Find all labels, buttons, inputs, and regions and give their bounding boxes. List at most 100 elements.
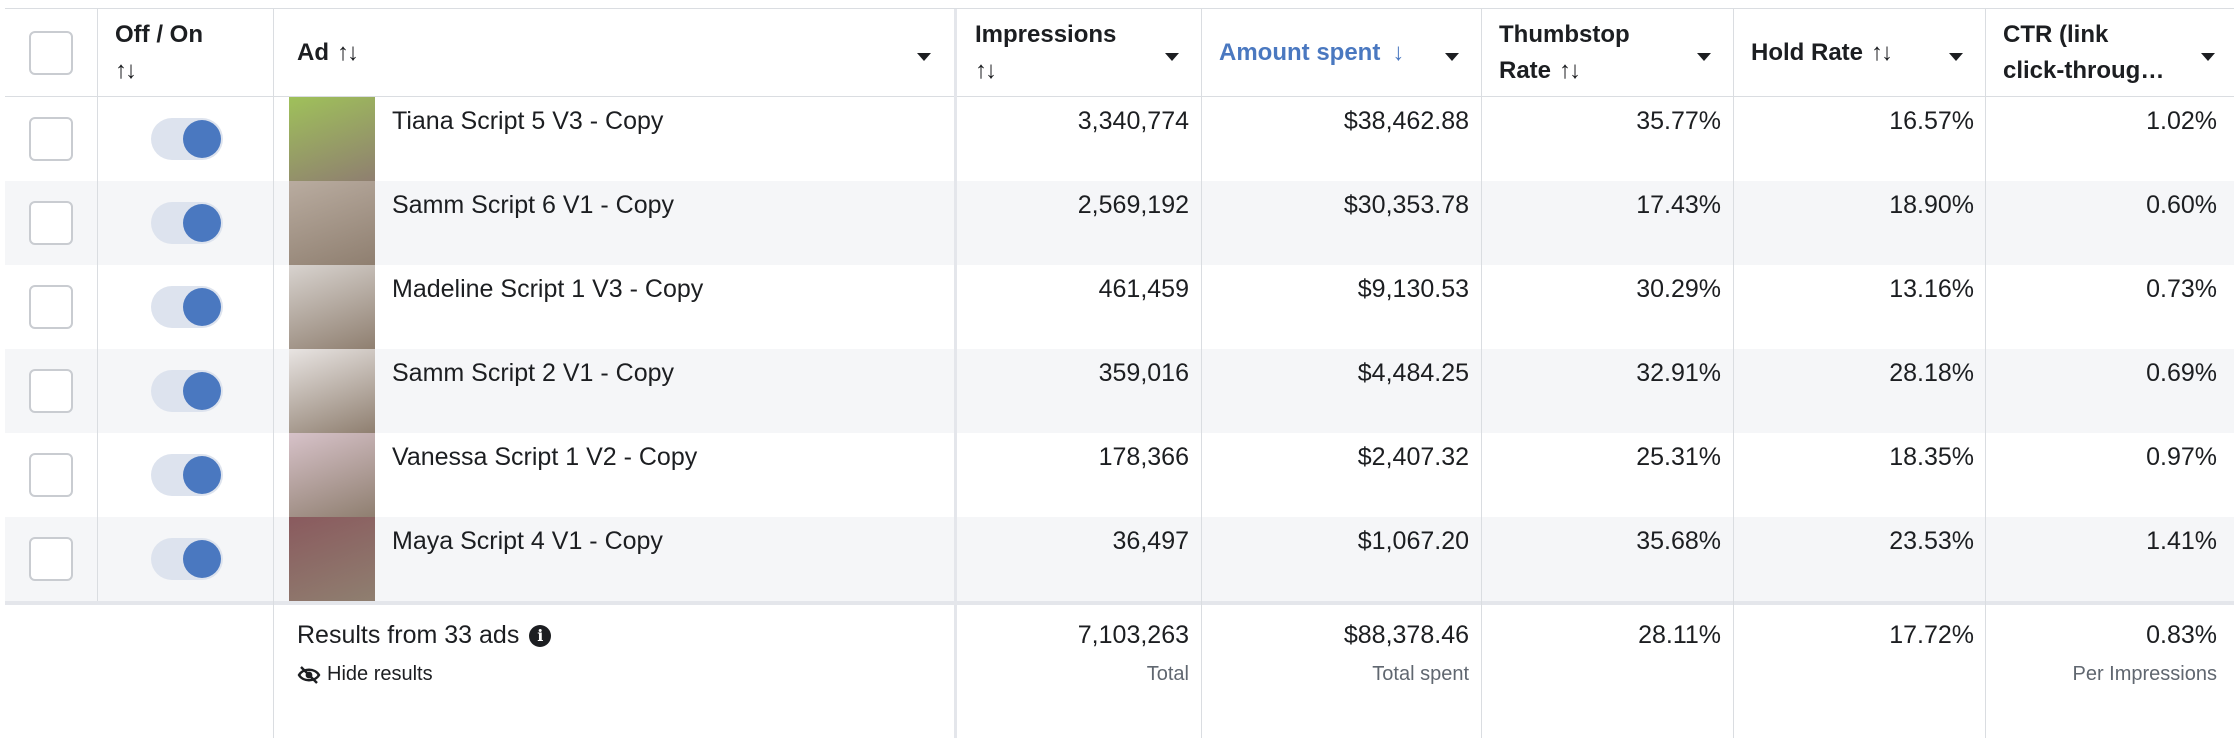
header-ad-col[interactable]: Ad ↑↓	[279, 9, 957, 97]
col-divider	[1481, 9, 1482, 738]
impressions-col-dropdown-icon[interactable]	[1165, 53, 1179, 61]
ad-name[interactable]: Tiana Script 5 V3 - Copy	[392, 107, 664, 135]
hold-rate-cell: 16.57%	[1889, 107, 1974, 135]
impressions-cell: 178,366	[1098, 443, 1189, 471]
thumbstop-rate-cell: 35.77%	[1636, 107, 1721, 135]
ad-name[interactable]: Madeline Script 1 V3 - Copy	[392, 275, 704, 303]
amount-spent-col-dropdown-icon[interactable]	[1445, 53, 1459, 61]
amount-spent-cell: $4,484.25	[1357, 359, 1469, 387]
ctr-cell: 0.73%	[2146, 275, 2217, 303]
sort-icon: ↑↓	[1559, 57, 1581, 84]
hold-rate-col-dropdown-icon[interactable]	[1949, 53, 1963, 61]
ad-toggle[interactable]	[151, 454, 223, 496]
amount-spent-cell: $38,462.88	[1343, 107, 1469, 135]
table-row[interactable]: Maya Script 4 V1 - Copy 36,497 $1,067.20…	[5, 517, 2234, 601]
header-toggle-col[interactable]: Off / On ↑↓	[97, 9, 273, 97]
thumbstop-rate-cell: 17.43%	[1636, 191, 1721, 219]
header-toggle-label: Off / On	[115, 21, 203, 48]
header-amount-spent-col[interactable]: Amount spent ↓	[1201, 9, 1481, 97]
toggle-knob	[183, 288, 221, 326]
eye-off-icon	[297, 665, 321, 684]
col-divider	[97, 9, 98, 601]
sort-icon: ↑↓	[115, 57, 137, 84]
footer-spent-sub: Total spent	[1372, 663, 1469, 685]
hold-rate-cell: 28.18%	[1889, 359, 1974, 387]
table-row[interactable]: Vanessa Script 1 V2 - Copy 178,366 $2,40…	[5, 433, 2234, 517]
ad-thumbnail[interactable]	[289, 181, 375, 265]
ad-name[interactable]: Vanessa Script 1 V2 - Copy	[392, 443, 698, 471]
row-checkbox[interactable]	[29, 117, 73, 161]
amount-spent-cell: $1,067.20	[1357, 527, 1469, 555]
sort-icon: ↑↓	[337, 39, 359, 66]
ad-thumbnail[interactable]	[289, 349, 375, 433]
impressions-cell: 359,016	[1098, 359, 1189, 387]
ad-toggle[interactable]	[151, 538, 223, 580]
amount-spent-cell: $9,130.53	[1357, 275, 1469, 303]
ad-name[interactable]: Maya Script 4 V1 - Copy	[392, 527, 663, 555]
ad-name[interactable]: Samm Script 6 V1 - Copy	[392, 191, 675, 219]
footer-impressions-sub: Total	[1146, 663, 1189, 685]
table-row[interactable]: Samm Script 2 V1 - Copy 359,016 $4,484.2…	[5, 349, 2234, 433]
ad-thumbnail[interactable]	[289, 97, 375, 181]
info-icon[interactable]: i	[529, 624, 552, 647]
footer-impressions-total: 7,103,263	[1077, 621, 1189, 649]
row-checkbox[interactable]	[29, 369, 73, 413]
header-ad-label: Ad	[297, 39, 329, 66]
sort-desc-icon: ↓	[1392, 39, 1404, 66]
ads-table: Off / On ↑↓ Ad ↑↓ Impressions ↑↓ Amount …	[5, 8, 2234, 738]
col-divider	[1201, 9, 1202, 738]
ad-thumbnail[interactable]	[289, 517, 375, 601]
ad-toggle[interactable]	[151, 118, 223, 160]
impressions-cell: 2,569,192	[1077, 191, 1189, 219]
row-checkbox[interactable]	[29, 201, 73, 245]
toggle-knob	[183, 540, 221, 578]
header-thumbstop-col[interactable]: Thumbstop Rate ↑↓	[1481, 9, 1733, 97]
ad-col-dropdown-icon[interactable]	[917, 53, 931, 61]
impressions-cell: 461,459	[1098, 275, 1189, 303]
header-thumbstop-label-line2: Rate	[1499, 57, 1552, 84]
footer-hold-total: 17.72%	[1889, 621, 1974, 649]
thumbstop-rate-cell: 32.91%	[1636, 359, 1721, 387]
ad-name[interactable]: Samm Script 2 V1 - Copy	[392, 359, 675, 387]
toggle-knob	[183, 456, 221, 494]
hold-rate-cell: 23.53%	[1889, 527, 1974, 555]
toggle-knob	[183, 120, 221, 158]
header-impressions-col[interactable]: Impressions ↑↓	[957, 9, 1201, 97]
ctr-cell: 1.02%	[2146, 107, 2217, 135]
row-checkbox[interactable]	[29, 285, 73, 329]
ad-toggle[interactable]	[151, 202, 223, 244]
col-divider	[1985, 9, 1986, 738]
table-row[interactable]: Madeline Script 1 V3 - Copy 461,459 $9,1…	[5, 265, 2234, 349]
thumbstop-rate-cell: 35.68%	[1636, 527, 1721, 555]
results-summary-row: Results from 33 ads i Hide results 7,103…	[5, 601, 2234, 738]
table-row[interactable]: Tiana Script 5 V3 - Copy 3,340,774 $38,4…	[5, 97, 2234, 181]
toggle-knob	[183, 204, 221, 242]
hide-results-button[interactable]: Hide results	[297, 663, 433, 686]
header-hold-rate-label: Hold Rate	[1751, 39, 1864, 66]
row-checkbox[interactable]	[29, 537, 73, 581]
col-divider	[273, 9, 274, 738]
amount-spent-cell: $30,353.78	[1343, 191, 1469, 219]
ctr-col-dropdown-icon[interactable]	[2201, 53, 2215, 61]
hold-rate-cell: 13.16%	[1889, 275, 1974, 303]
ad-toggle[interactable]	[151, 286, 223, 328]
header-ctr-label-line1: CTR (link	[2003, 21, 2109, 48]
header-ctr-col[interactable]: CTR (link click-throug…	[1985, 9, 2234, 97]
header-hold-rate-col[interactable]: Hold Rate ↑↓	[1733, 9, 1985, 97]
col-divider[interactable]	[954, 9, 957, 738]
table-row[interactable]: Samm Script 6 V1 - Copy 2,569,192 $30,35…	[5, 181, 2234, 265]
col-divider	[1733, 9, 1734, 738]
ad-toggle[interactable]	[151, 370, 223, 412]
ctr-cell: 0.69%	[2146, 359, 2217, 387]
ctr-cell: 1.41%	[2146, 527, 2217, 555]
hide-results-label: Hide results	[327, 663, 433, 685]
results-summary-label-wrap: Results from 33 ads i	[297, 621, 552, 650]
row-checkbox[interactable]	[29, 453, 73, 497]
ad-thumbnail[interactable]	[289, 265, 375, 349]
thumbstop-rate-cell: 30.29%	[1636, 275, 1721, 303]
ad-thumbnail[interactable]	[289, 433, 375, 517]
footer-ctr-total: 0.83%	[2146, 621, 2217, 649]
select-all-checkbox[interactable]	[29, 31, 73, 75]
header-thumbstop-label-line1: Thumbstop	[1499, 21, 1630, 48]
thumbstop-col-dropdown-icon[interactable]	[1697, 53, 1711, 61]
